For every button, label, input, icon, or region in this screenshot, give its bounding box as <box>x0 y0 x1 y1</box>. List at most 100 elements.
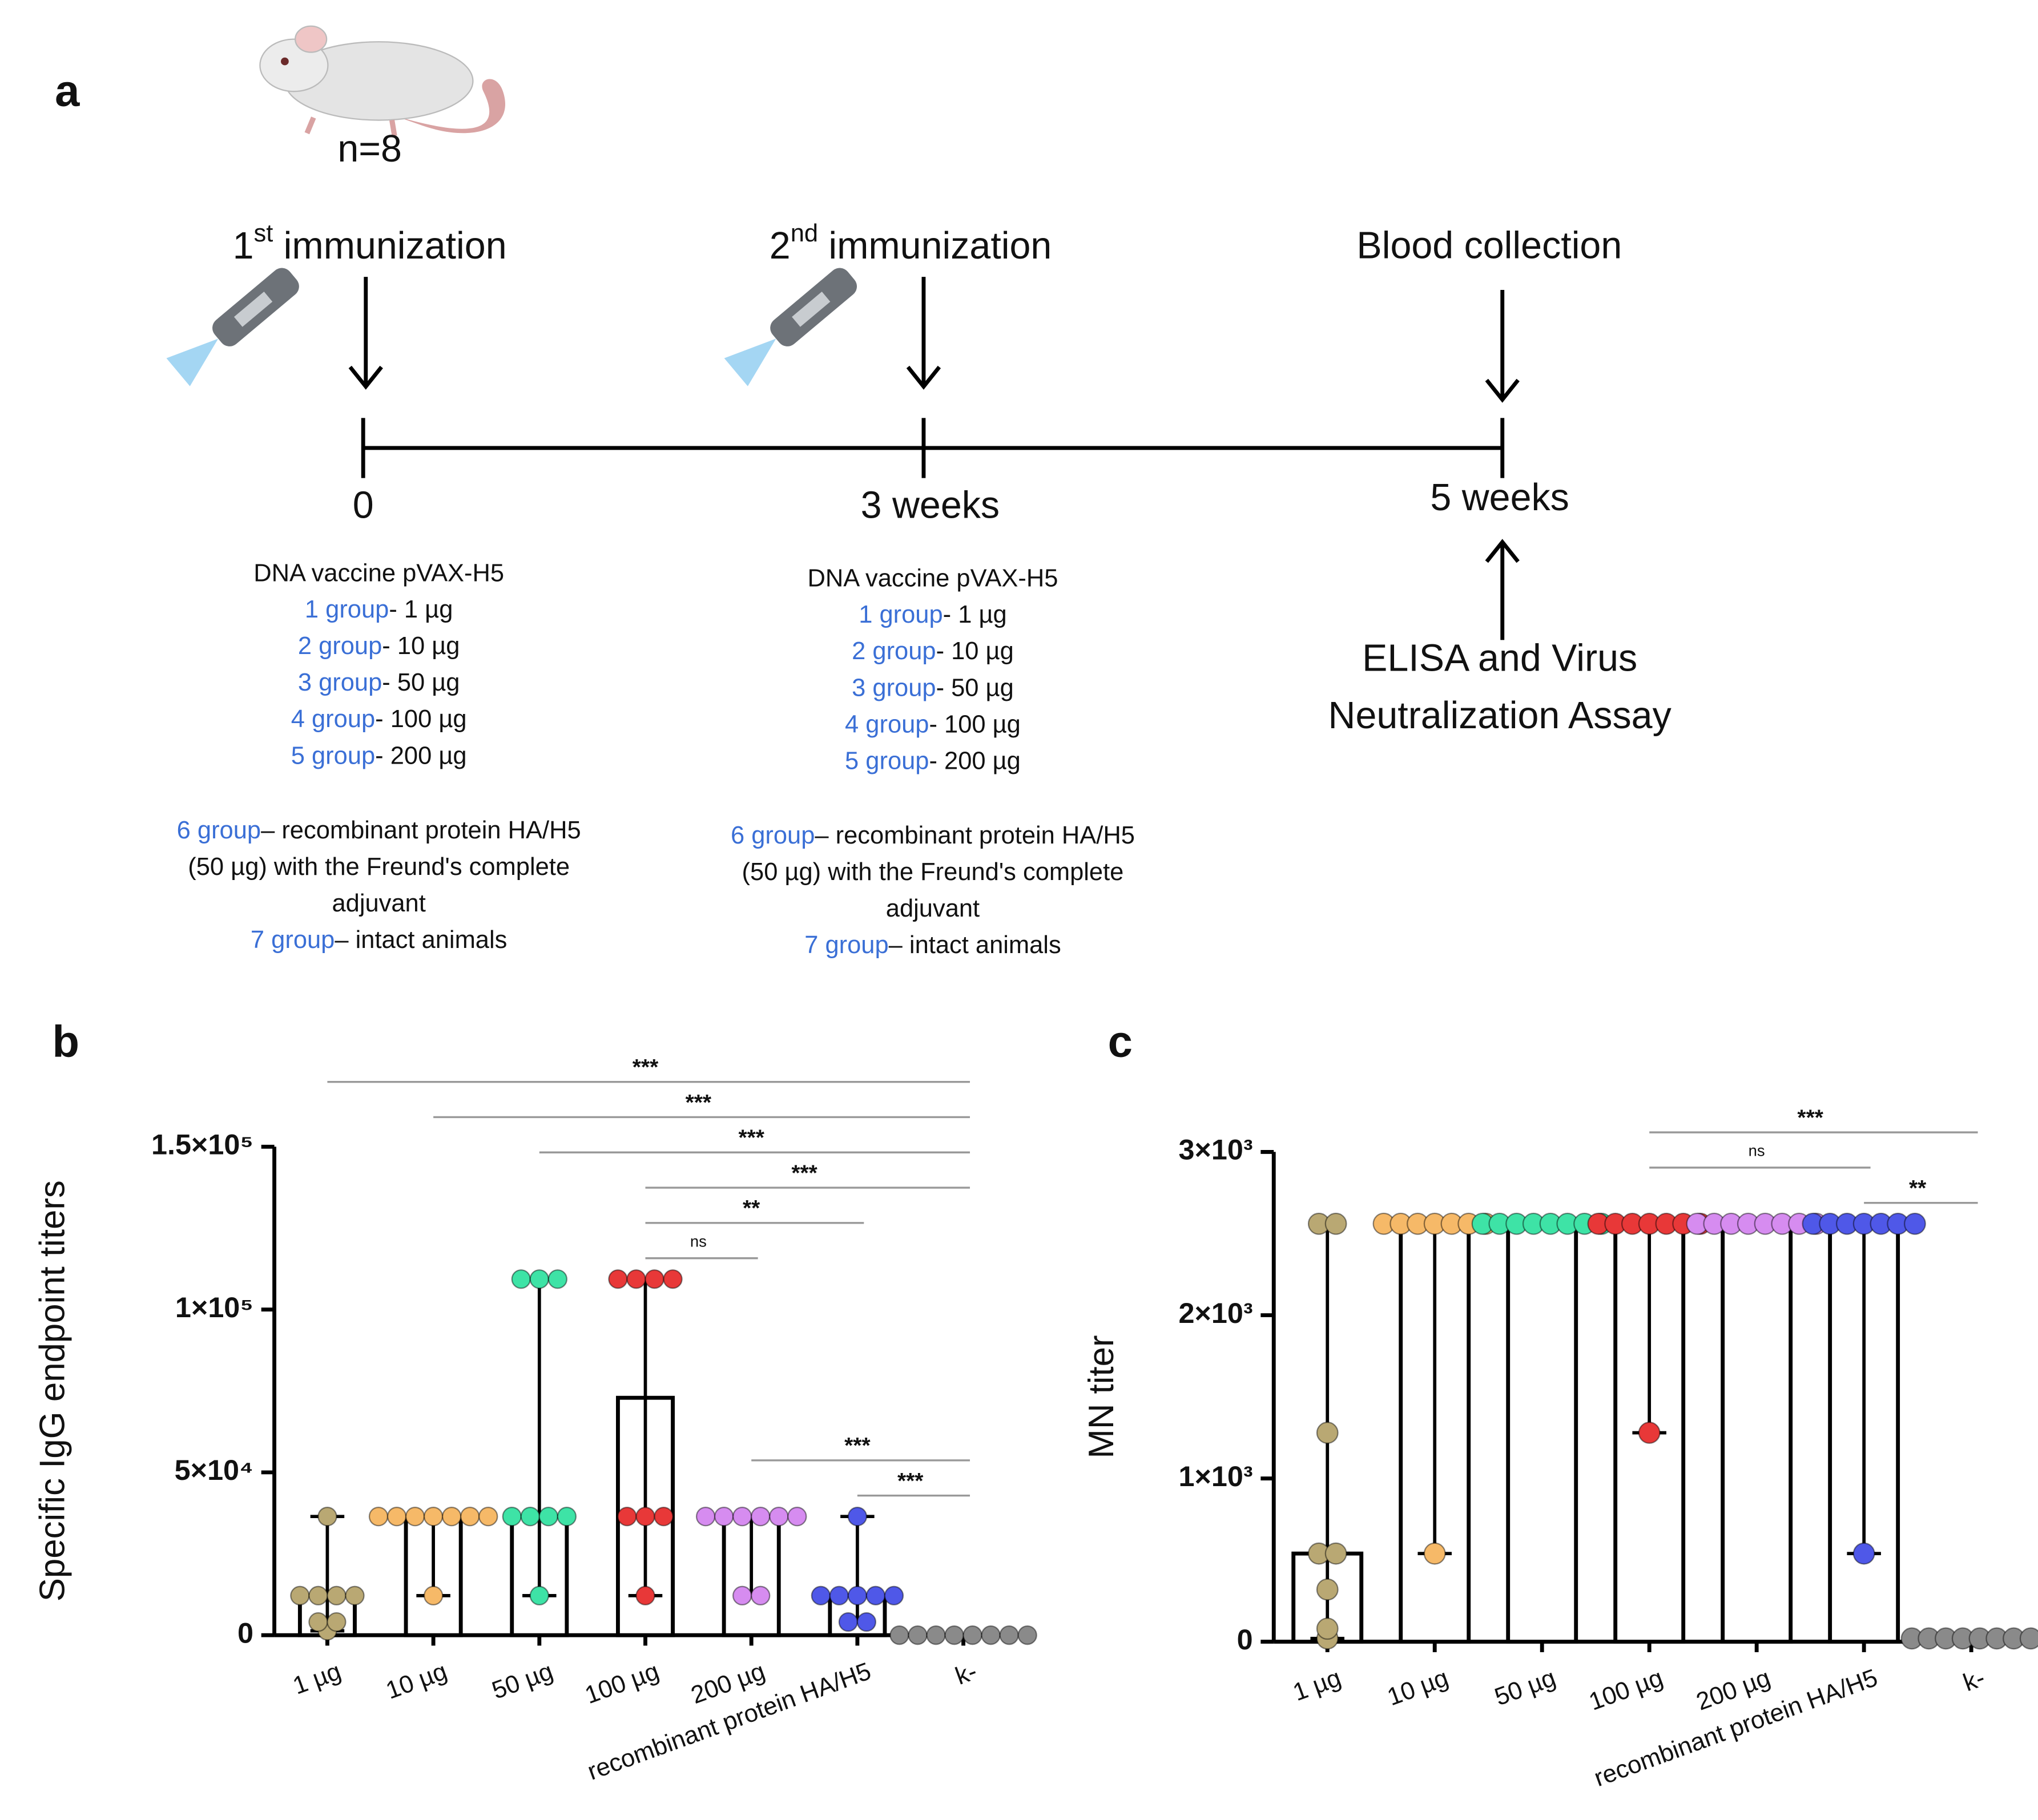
data-point <box>520 1507 540 1527</box>
vaccine-name: DNA vaccine pVAX-H5 <box>808 565 1058 592</box>
timepoint: 5 weeks <box>1430 477 1569 519</box>
group-label: 5 group <box>291 742 375 770</box>
group-description: adjuvant <box>886 895 980 923</box>
group-description: – intact animals <box>889 932 1061 959</box>
x-tick-label: 1 µg <box>289 1657 345 1700</box>
x-tick-label: k- <box>1960 1664 1988 1697</box>
data-point <box>1316 1422 1339 1444</box>
significance-label: *** <box>1797 1106 1823 1131</box>
group-line: 7 group– intact animals <box>804 932 1061 959</box>
data-point <box>1316 1578 1339 1601</box>
group-label: 7 group <box>804 932 888 959</box>
data-point <box>1852 1542 1875 1565</box>
data-point <box>889 1625 909 1645</box>
injector-window <box>792 292 831 327</box>
data-point <box>1423 1542 1446 1565</box>
data-point <box>308 1612 328 1632</box>
data-point <box>847 1507 868 1527</box>
injector-spray <box>724 338 776 386</box>
group-line: 1 group- 1 µg <box>305 596 453 623</box>
bar <box>1721 1221 1793 1644</box>
data-point <box>944 1625 964 1645</box>
significance-label: ns <box>690 1232 707 1250</box>
timepoint: 3 weeks <box>861 485 1000 527</box>
data-point <box>327 1585 347 1606</box>
injector-window <box>233 292 273 327</box>
significance-label: ** <box>743 1196 760 1221</box>
data-point <box>751 1585 771 1606</box>
group-label: 4 group <box>845 711 929 739</box>
x-tick-label: 50 µg <box>489 1657 557 1705</box>
panel-label: c <box>1108 1017 1133 1066</box>
timepoint: 0 <box>353 485 374 527</box>
data-point <box>502 1507 522 1527</box>
mouse-eye <box>281 57 289 66</box>
arrow-down <box>1485 290 1520 403</box>
arrow-up <box>1485 539 1520 640</box>
data-point <box>865 1585 886 1606</box>
bar <box>1506 1221 1578 1644</box>
group-line: 5 group- 200 µg <box>845 748 1021 775</box>
data-point <box>441 1507 462 1527</box>
group-description: – intact animals <box>335 926 507 954</box>
data-point <box>635 1585 655 1606</box>
animal-count: n=8 <box>337 128 402 170</box>
data-point <box>962 1625 982 1645</box>
data-point <box>2019 1627 2038 1650</box>
data-point <box>884 1585 904 1606</box>
group-label: 6 group <box>731 822 815 849</box>
group-line: (50 µg) with the Freund's complete <box>742 858 1124 886</box>
y-axis-label: Specific IgG endpoint titers <box>33 1180 72 1601</box>
data-point <box>557 1507 577 1527</box>
data-point <box>1324 1212 1347 1235</box>
group-label: 6 group <box>177 817 261 844</box>
group-label: 2 group <box>852 638 936 665</box>
group-label: 1 group <box>305 596 389 623</box>
y-tick-label: 1.5×10⁵ <box>151 1128 253 1161</box>
significance-label: *** <box>844 1434 871 1458</box>
data-point <box>368 1507 389 1527</box>
significance-label: *** <box>686 1091 712 1115</box>
data-point <box>847 1585 868 1606</box>
data-point <box>981 1625 1001 1645</box>
group-description: – recombinant protein HA/H5 <box>261 817 581 844</box>
data-point <box>1638 1422 1661 1444</box>
x-tick-label: 1 µg <box>1290 1664 1345 1706</box>
x-tick-label: 10 µg <box>382 1657 450 1705</box>
data-point <box>290 1585 310 1606</box>
data-point <box>423 1585 444 1606</box>
data-point <box>608 1269 628 1289</box>
injector-icon <box>166 268 299 386</box>
x-tick-label: 100 µg <box>1585 1664 1666 1716</box>
group-line: 3 group- 50 µg <box>298 669 460 697</box>
group-description: adjuvant <box>332 890 425 917</box>
data-point <box>1316 1617 1339 1640</box>
group-description: - 1 µg <box>943 602 1007 629</box>
y-tick-label: 0 <box>237 1616 253 1649</box>
event-text: immunization <box>828 224 1052 267</box>
group-description: (50 µg) with the Freund's complete <box>188 853 570 881</box>
data-point <box>635 1507 655 1527</box>
assay-line: Neutralization Assay <box>1328 695 1672 737</box>
arrow-down <box>906 277 941 390</box>
assay-line: ELISA and Virus <box>1362 637 1637 680</box>
event-superscript: nd <box>791 220 818 247</box>
event-ordinal: 2 <box>770 224 791 267</box>
data-point <box>478 1507 498 1527</box>
group-description: - 200 µg <box>375 742 466 770</box>
y-tick-label: 2×10³ <box>1179 1297 1253 1329</box>
event-title: 1st immunization <box>233 220 507 267</box>
data-point <box>908 1625 928 1645</box>
significance-label: ** <box>1909 1176 1927 1201</box>
data-point <box>926 1625 946 1645</box>
event-text: immunization <box>284 224 507 267</box>
data-point <box>529 1269 549 1289</box>
data-point <box>732 1507 752 1527</box>
group-line: 7 group– intact animals <box>251 926 507 954</box>
x-tick-label: k- <box>952 1657 980 1690</box>
significance-label: *** <box>738 1126 764 1151</box>
group-description: - 1 µg <box>389 596 453 623</box>
group-label: 3 group <box>298 669 382 697</box>
data-point <box>1324 1542 1347 1565</box>
